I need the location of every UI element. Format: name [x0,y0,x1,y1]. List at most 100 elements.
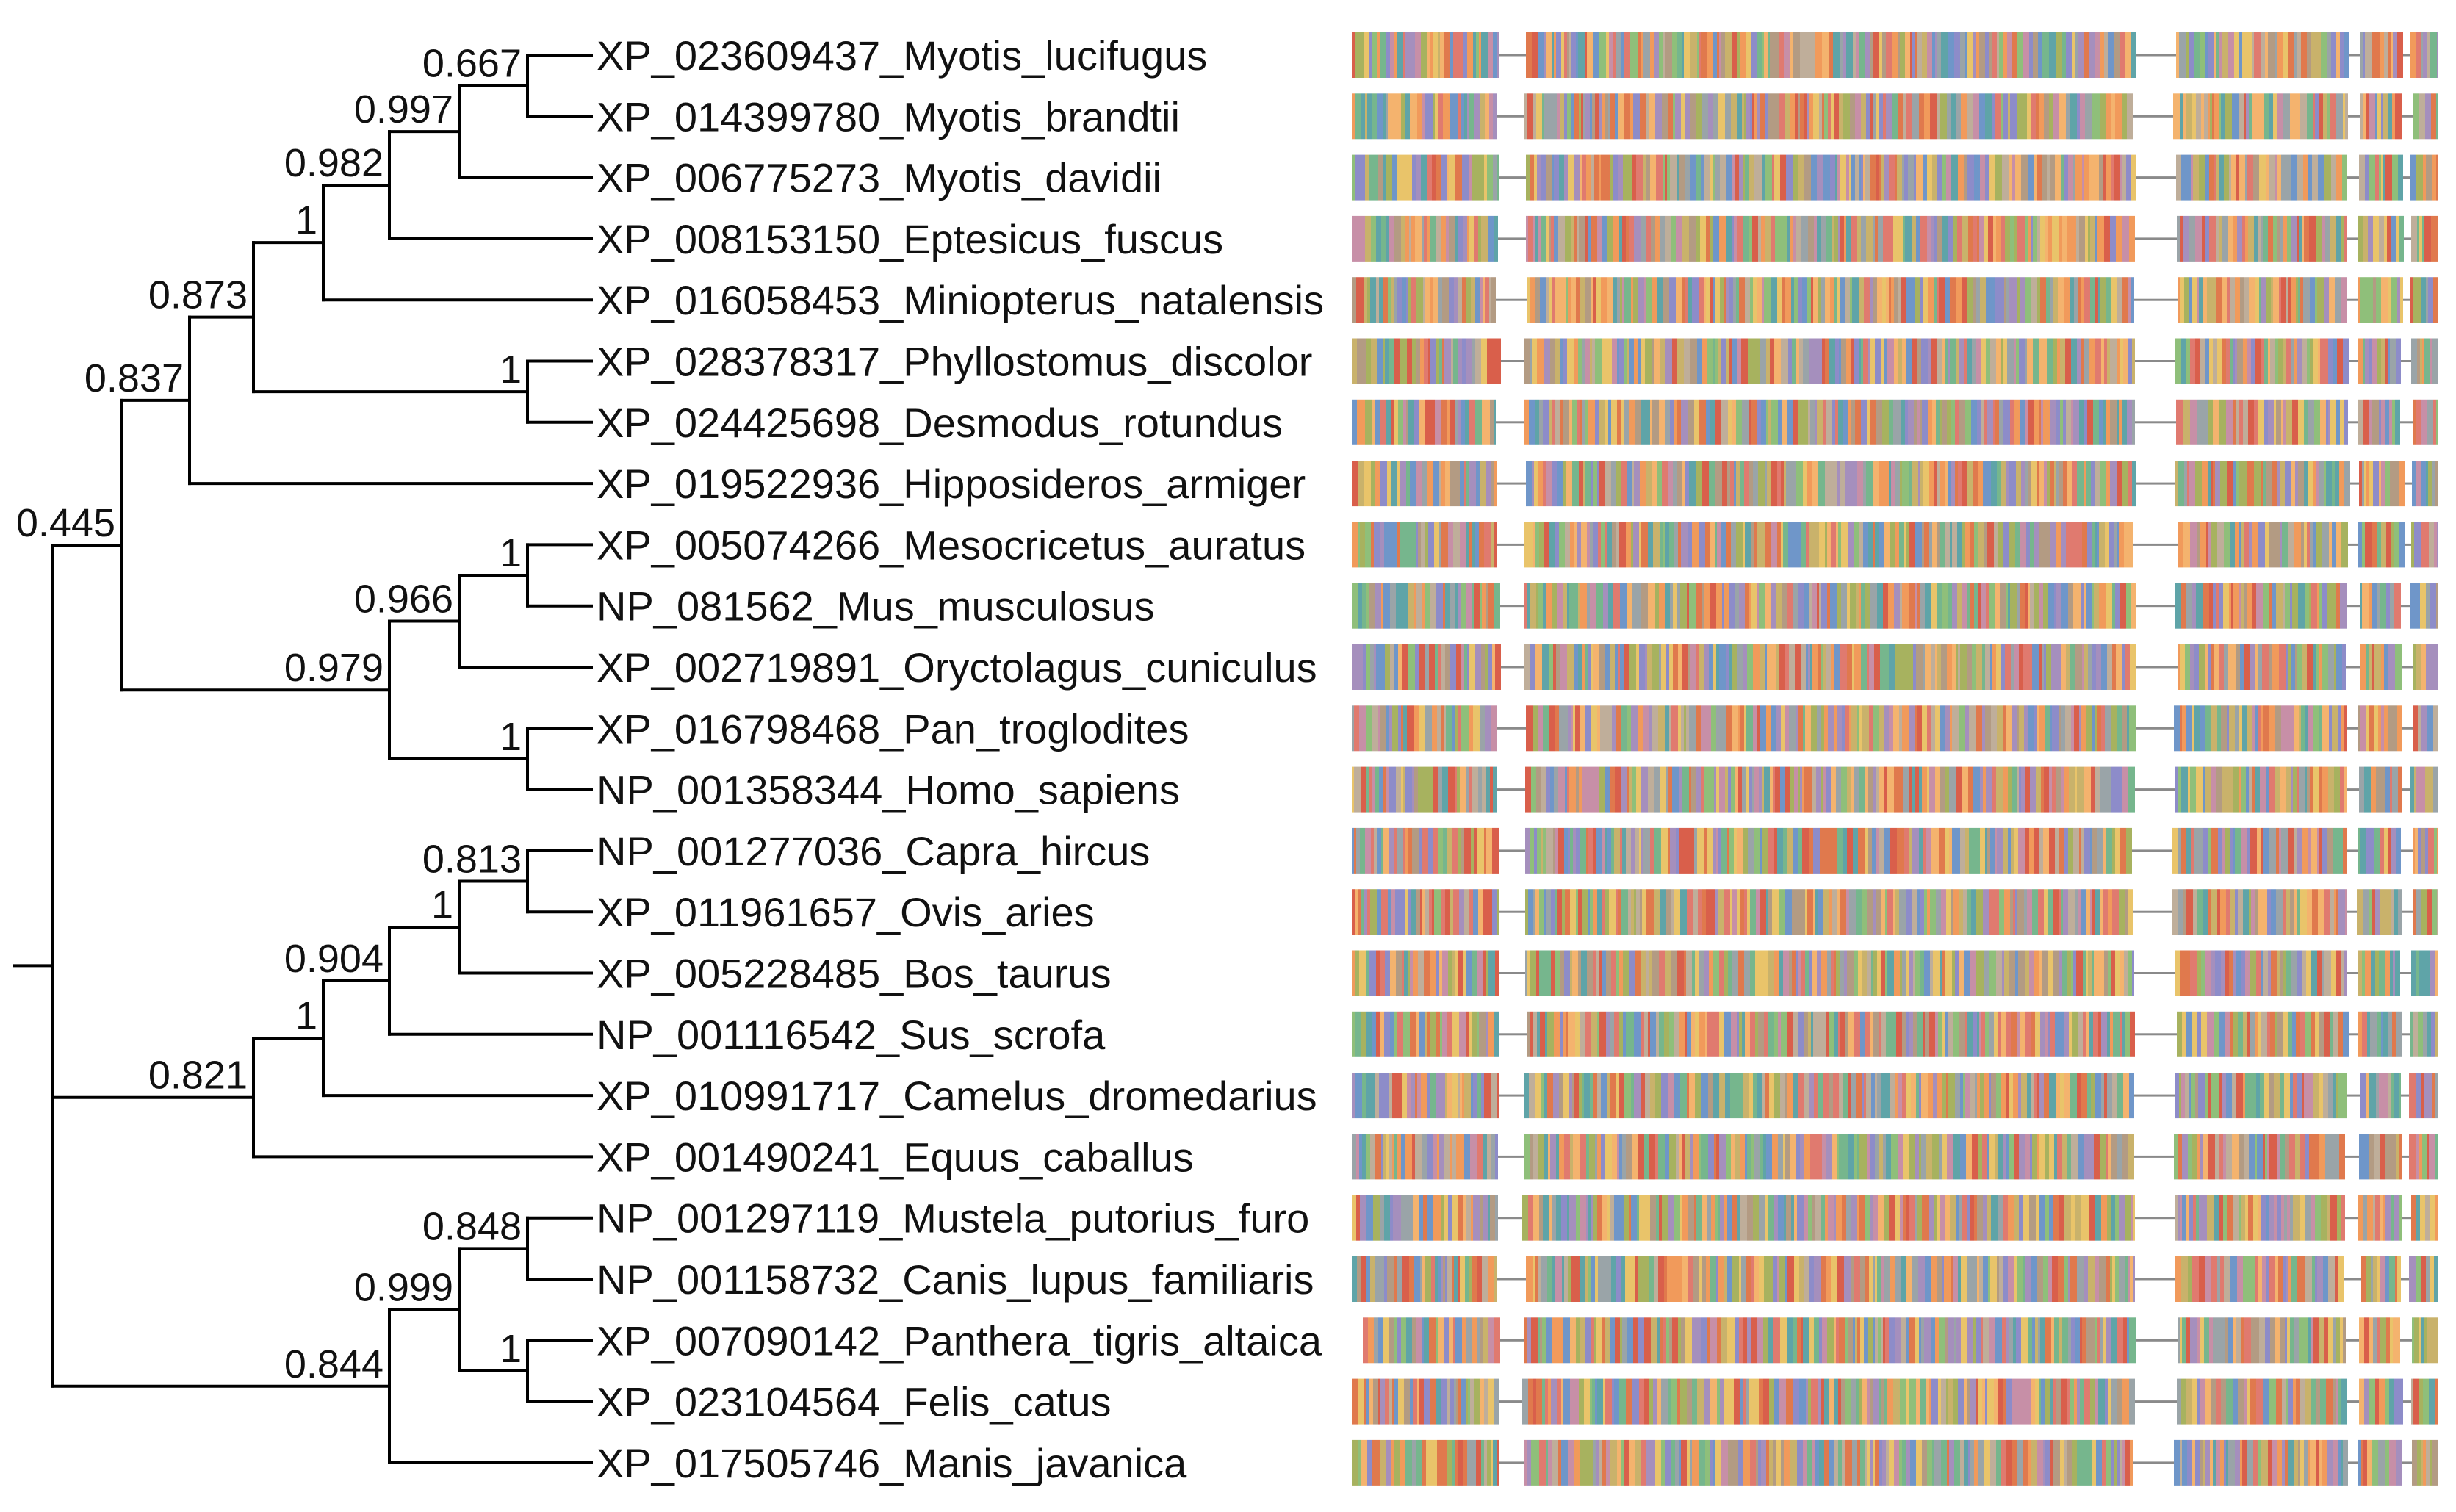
alignment-residue [2272,583,2276,629]
alignment-residue [1391,461,1397,507]
alignment-residue [2432,889,2437,935]
alignment-residue [1813,1011,1820,1057]
alignment-residue [1992,277,1995,323]
alignment-residue [1828,1195,1834,1241]
alignment-gap [2156,482,2161,485]
alignment-residue [1839,1134,1845,1180]
alignment-residue [1652,644,1659,690]
alignment-residue [1793,32,1800,78]
alignment-residue [1444,338,1451,384]
alignment-residue [1830,827,1837,874]
alignment-residue [2004,950,2009,996]
alignment-residue [1530,154,1534,201]
alignment-residue [1887,766,1894,813]
alignment-residue [2175,1073,2179,1119]
alignment-residue [2063,399,2066,445]
alignment-residue [2021,1073,2027,1119]
alignment-residue [1787,215,1790,262]
alignment-residue [1826,766,1831,813]
alignment-residue [2413,277,2419,323]
alignment-residue [1715,154,1720,201]
alignment-residue [1582,644,1585,690]
alignment-gap [2164,115,2169,118]
alignment-residue [2220,889,2226,935]
alignment-residue [2269,644,2272,690]
alignment-residue [2324,889,2330,935]
alignment-residue [2019,705,2024,752]
alignment-residue [2084,1134,2091,1180]
alignment-residue [1597,1195,1602,1241]
alignment-residue [1779,705,1781,752]
alignment-residue [1716,705,1721,752]
alignment-residue [2197,889,2203,935]
alignment-residue [2295,644,2297,690]
alignment-residue [1453,889,1459,935]
support-value-n10: 1 [500,715,522,759]
alignment-gap [2345,1155,2349,1158]
alignment-residue [2312,1134,2319,1180]
alignment-residue [1578,32,1585,78]
alignment-residue [1380,950,1385,996]
alignment-residue [1674,1011,1679,1057]
alignment-residue [2056,522,2061,568]
alignment-gap [2142,666,2148,669]
alignment-residue [1370,889,1377,935]
alignment-residue [2369,644,2372,690]
alignment-residue [1786,154,1793,201]
alignment-residue [1673,93,1675,140]
alignment-residue [1366,644,1370,690]
alignment-residue [1885,889,1887,935]
alignment-residue [1402,1073,1407,1119]
alignment-residue [1986,277,1992,323]
alignment-residue [2304,399,2308,445]
alignment-residue [1948,1011,1953,1057]
alignment-residue [1782,399,1787,445]
alignment-residue [2297,154,2303,201]
alignment-residue [1599,950,1602,996]
alignment-residue [1745,522,1751,568]
alignment-residue [1462,277,1466,323]
alignment-residue [2413,827,2415,874]
alignment-residue [1796,1134,1800,1180]
alignment-residue [2180,705,2182,752]
alignment-residue [1654,889,1660,935]
alignment-residue [1805,705,1811,752]
alignment-residue [2263,1134,2265,1180]
alignment-residue [1670,583,1673,629]
alignment-residue [1876,766,1879,813]
alignment-residue [2344,32,2349,78]
alignment-residue [2053,950,2059,996]
alignment-residue [1670,827,1676,874]
alignment-residue [1983,889,1989,935]
alignment-residue [1957,215,1962,262]
alignment-residue [1495,950,1499,996]
alignment-residue [1605,827,1607,874]
alignment-residue [2428,827,2434,874]
alignment-residue [1754,522,1757,568]
alignment-residue [1785,1073,1787,1119]
alignment-residue [1411,215,1415,262]
alignment-residue [2021,461,2025,507]
alignment-residue [1715,889,1718,935]
alignment-residue [1415,1073,1417,1119]
alignment-residue [1945,277,1950,323]
alignment-residue [2043,827,2049,874]
alignment-residue [1771,583,1776,629]
alignment-residue [1649,1134,1655,1180]
alignment-residue [2263,950,2268,996]
alignment-residue [2029,1195,2036,1241]
alignment-residue [1641,399,1644,445]
alignment-residue [1931,827,1935,874]
alignment-residue [1409,215,1411,262]
alignment-residue [2190,522,2195,568]
alignment-residue [2390,766,2392,813]
alignment-residue [2308,461,2313,507]
alignment-residue [2007,32,2012,78]
taxon-label: NP_001277036_Capra_hircus [597,828,1150,874]
alignment-residue [2334,1134,2339,1180]
alignment-residue [1582,154,1586,201]
alignment-residue [1488,583,1494,629]
alignment-residue [1993,399,1995,445]
alignment-residue [1484,154,1487,201]
alignment-residue [2009,705,2012,752]
